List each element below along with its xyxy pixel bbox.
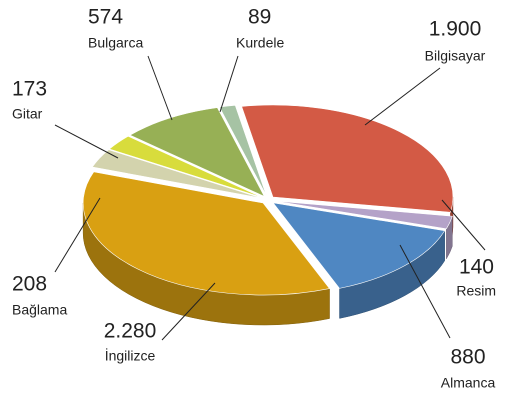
value-label: 1.900 <box>429 18 482 41</box>
leader-line <box>441 199 486 251</box>
value-label: 880 <box>450 346 485 369</box>
leader-line <box>364 67 441 126</box>
category-label: İngilizce <box>105 347 156 364</box>
slice <box>219 104 267 197</box>
category-label: Resim <box>456 283 496 299</box>
value-label: 89 <box>248 6 271 29</box>
leader-line <box>219 55 239 113</box>
value-label: 208 <box>12 273 47 296</box>
slice <box>108 135 263 198</box>
category-label: Bilgisayar <box>425 48 486 64</box>
slice <box>82 171 331 296</box>
category-label: Kurdele <box>236 35 284 51</box>
leader-line <box>161 282 216 341</box>
category-label: Bulgarca <box>88 35 143 51</box>
leader-line <box>147 55 173 121</box>
category-label: Bağlama <box>12 302 67 318</box>
slice <box>241 104 454 213</box>
leader-line <box>399 244 451 339</box>
slice <box>272 202 446 289</box>
value-label: 140 <box>459 256 494 279</box>
value-label: 173 <box>12 78 47 101</box>
leader-line <box>54 197 101 273</box>
leader-line <box>54 124 119 159</box>
slice <box>129 107 266 198</box>
value-label: 574 <box>88 6 123 29</box>
category-label: Gitar <box>12 106 43 122</box>
slice <box>91 149 262 199</box>
category-label: Almanca <box>441 375 496 391</box>
slice <box>274 200 453 230</box>
value-label: 2.280 <box>104 320 157 343</box>
